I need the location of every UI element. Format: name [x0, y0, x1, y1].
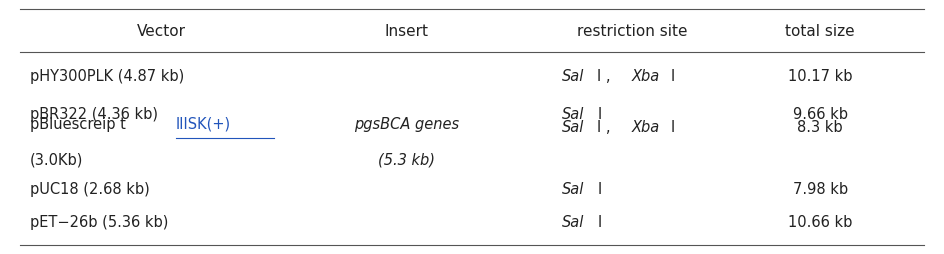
Text: Insert: Insert	[384, 24, 429, 39]
Text: Sal: Sal	[562, 107, 583, 122]
Text: pBR322 (4.36 kb): pBR322 (4.36 kb)	[29, 107, 158, 122]
Text: Xba: Xba	[632, 119, 660, 135]
Text: pET−26b (5.36 kb): pET−26b (5.36 kb)	[29, 215, 168, 230]
Text: Sal: Sal	[562, 119, 583, 135]
Text: I: I	[598, 107, 601, 122]
Text: pUC18 (2.68 kb): pUC18 (2.68 kb)	[29, 182, 149, 197]
Text: 8.3 kb: 8.3 kb	[798, 119, 843, 135]
Text: 9.66 kb: 9.66 kb	[793, 107, 848, 122]
Text: Sal: Sal	[562, 215, 583, 230]
Text: Vector: Vector	[137, 24, 186, 39]
Text: I: I	[598, 215, 601, 230]
Text: Sal: Sal	[562, 69, 583, 84]
Text: pBluescreip t: pBluescreip t	[29, 117, 126, 132]
Text: restriction site: restriction site	[577, 24, 687, 39]
Text: I: I	[598, 182, 601, 197]
Text: I: I	[670, 69, 675, 84]
Text: 7.98 kb: 7.98 kb	[793, 182, 848, 197]
Text: pgsBCA genes: pgsBCA genes	[354, 117, 459, 132]
Text: Sal: Sal	[562, 182, 583, 197]
Text: total size: total size	[785, 24, 855, 39]
Text: I ,: I ,	[598, 69, 611, 84]
Text: 10.66 kb: 10.66 kb	[788, 215, 852, 230]
Text: (5.3 kb): (5.3 kb)	[378, 152, 434, 167]
Text: 10.17 kb: 10.17 kb	[788, 69, 852, 84]
Text: I ,: I ,	[598, 119, 611, 135]
Text: pHY300PLK (4.87 kb): pHY300PLK (4.87 kb)	[29, 69, 184, 84]
Text: (3.0Kb): (3.0Kb)	[29, 152, 83, 167]
Text: I: I	[670, 119, 675, 135]
Text: Xba: Xba	[632, 69, 660, 84]
Text: IIISK(+): IIISK(+)	[176, 117, 230, 132]
